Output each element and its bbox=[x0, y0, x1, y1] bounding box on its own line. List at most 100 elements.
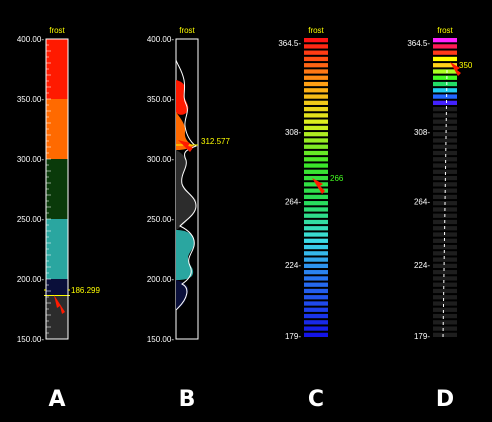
color-bar bbox=[433, 94, 457, 99]
color-bar bbox=[304, 113, 328, 118]
color-bar bbox=[304, 132, 328, 137]
depth-band bbox=[46, 295, 68, 339]
color-bar bbox=[433, 238, 457, 243]
color-bar bbox=[433, 132, 457, 137]
tick-label: 350.00- bbox=[17, 95, 44, 104]
panel-b-label: B bbox=[179, 387, 196, 412]
color-bar bbox=[304, 138, 328, 143]
color-bar bbox=[304, 295, 328, 300]
color-bar bbox=[304, 213, 328, 218]
panel-b-curve-fill bbox=[176, 80, 197, 310]
panel-b: frost 400.00- 350.00- 300.00- 250.00- 200.00… bbox=[147, 26, 231, 412]
color-bar bbox=[304, 313, 328, 319]
panel-c-marker-arrow bbox=[312, 178, 325, 194]
color-bar bbox=[433, 301, 457, 306]
color-bar bbox=[433, 295, 457, 300]
color-bar bbox=[304, 75, 328, 80]
color-bar bbox=[433, 244, 457, 250]
color-bar bbox=[433, 144, 457, 149]
panel-a: frost 400.00- 350.00- 300.00- 250.00- 200.00… bbox=[17, 26, 101, 412]
panel-d-axis: 364.5- 308- 264- 224- 179- bbox=[407, 39, 430, 341]
color-bar bbox=[304, 119, 328, 124]
color-bar bbox=[433, 100, 457, 105]
tick-label: 300.00- bbox=[17, 155, 44, 164]
color-bar bbox=[433, 81, 457, 87]
tick-label: 200.00- bbox=[17, 275, 44, 284]
color-bar bbox=[304, 56, 328, 62]
panel-c-axis: 364.5- 308- 264- 224- 179- bbox=[278, 39, 301, 341]
color-bar bbox=[304, 81, 328, 87]
color-bar bbox=[433, 288, 457, 294]
color-bar bbox=[433, 270, 457, 275]
color-bar bbox=[304, 69, 328, 74]
color-bar bbox=[433, 332, 457, 337]
color-bar bbox=[304, 63, 328, 68]
color-bar bbox=[304, 50, 328, 55]
tick-label: 264- bbox=[285, 198, 301, 207]
color-bar bbox=[433, 257, 457, 262]
color-bar bbox=[433, 44, 457, 49]
color-bar bbox=[304, 157, 328, 162]
panel-c-color-bars bbox=[304, 38, 328, 337]
panel-c-label: C bbox=[308, 387, 324, 412]
tick-label: 224- bbox=[285, 261, 301, 270]
panel-b-axis: 400.00- 350.00- 300.00- 250.00- 200.00- 150.0… bbox=[147, 35, 174, 344]
color-bar bbox=[433, 106, 457, 112]
color-bar bbox=[304, 169, 328, 174]
color-bar bbox=[304, 332, 328, 337]
panel-a-label: A bbox=[48, 387, 65, 412]
color-bar bbox=[304, 94, 328, 99]
color-bar bbox=[304, 175, 328, 181]
color-bar bbox=[304, 288, 328, 294]
panel-a-title: frost bbox=[49, 26, 65, 35]
color-bar bbox=[304, 106, 328, 112]
color-bar bbox=[304, 232, 328, 237]
panel-a-marker-arrow bbox=[54, 295, 65, 314]
tick-label: 250.00- bbox=[147, 215, 174, 224]
color-bar bbox=[304, 320, 328, 325]
color-bar bbox=[304, 188, 328, 193]
color-bar bbox=[304, 38, 328, 43]
panel-b-marker-arrow bbox=[178, 140, 193, 152]
tick-label: 308- bbox=[285, 128, 301, 137]
panel-b-curve bbox=[175, 59, 198, 311]
color-bar bbox=[433, 138, 457, 143]
depth-band bbox=[46, 99, 68, 159]
color-bar bbox=[433, 263, 457, 269]
color-bar bbox=[433, 69, 457, 74]
color-bar bbox=[304, 326, 328, 331]
color-bar bbox=[304, 150, 328, 156]
color-bar bbox=[433, 276, 457, 281]
color-bar bbox=[304, 44, 328, 49]
color-bar bbox=[304, 219, 328, 225]
color-bar bbox=[433, 119, 457, 124]
color-bar bbox=[433, 113, 457, 118]
panel-b-marker: 312.577 bbox=[176, 137, 230, 152]
panel-d-marker-value: 350 bbox=[459, 61, 473, 70]
panel-a-axis: 400.00- 350.00- 300.00- 250.00- 200.00- 150.0… bbox=[17, 35, 44, 344]
panel-d-label: D bbox=[436, 387, 454, 412]
color-bar bbox=[433, 169, 457, 174]
panel-b-title: frost bbox=[179, 26, 195, 35]
color-bar bbox=[304, 88, 328, 93]
color-bar bbox=[304, 257, 328, 262]
color-bar bbox=[433, 75, 457, 80]
color-bar bbox=[304, 100, 328, 105]
panel-a-marker-value: 186.299 bbox=[71, 286, 100, 295]
color-bar bbox=[304, 276, 328, 281]
panel-a-frame bbox=[45, 38, 69, 340]
depth-band bbox=[46, 219, 68, 279]
color-bar bbox=[304, 226, 328, 231]
color-bar bbox=[304, 244, 328, 250]
color-bar bbox=[433, 163, 457, 168]
color-bar bbox=[304, 238, 328, 243]
color-bar bbox=[304, 270, 328, 275]
panel-a-column bbox=[46, 39, 68, 339]
color-bar bbox=[433, 125, 457, 131]
color-bar bbox=[433, 88, 457, 93]
panel-b-marker-value: 312.577 bbox=[201, 137, 230, 146]
panel-d-marker-arrow bbox=[450, 62, 461, 76]
color-bar bbox=[304, 301, 328, 306]
panel-d-guide-line bbox=[442, 69, 448, 339]
